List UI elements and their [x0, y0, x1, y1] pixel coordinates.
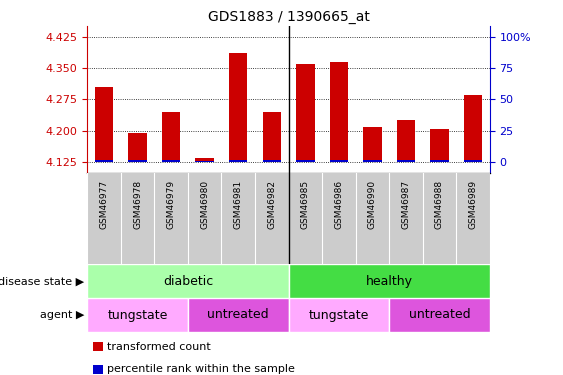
Text: disease state ▶: disease state ▶ — [0, 276, 84, 286]
Bar — [397, 120, 415, 162]
Text: GSM46981: GSM46981 — [234, 180, 243, 229]
Bar — [162, 159, 180, 162]
Bar — [464, 95, 482, 162]
Bar — [329, 62, 348, 162]
Text: GSM46985: GSM46985 — [301, 180, 310, 229]
Bar — [296, 64, 315, 162]
Text: tungstate: tungstate — [108, 309, 168, 321]
Text: GSM46979: GSM46979 — [167, 180, 176, 229]
Text: GSM46987: GSM46987 — [401, 180, 410, 229]
Text: GSM46989: GSM46989 — [468, 180, 477, 229]
Bar — [95, 87, 113, 162]
Bar — [289, 298, 389, 332]
Bar — [262, 159, 281, 162]
Bar — [195, 161, 214, 162]
Bar — [162, 112, 180, 162]
Text: GSM46986: GSM46986 — [334, 180, 343, 229]
Text: GSM46977: GSM46977 — [100, 180, 109, 229]
Text: healthy: healthy — [366, 275, 413, 288]
Text: agent ▶: agent ▶ — [40, 310, 84, 320]
Bar — [430, 159, 449, 162]
Bar — [389, 298, 490, 332]
Text: tungstate: tungstate — [309, 309, 369, 321]
Text: untreated: untreated — [207, 309, 269, 321]
Bar — [430, 129, 449, 162]
Bar — [397, 159, 415, 162]
Bar — [363, 159, 382, 162]
Bar — [296, 159, 315, 162]
Bar — [188, 298, 289, 332]
Bar — [128, 159, 147, 162]
Text: GSM46980: GSM46980 — [200, 180, 209, 229]
Bar — [329, 159, 348, 162]
Bar — [229, 159, 248, 162]
Bar — [464, 159, 482, 162]
Bar — [87, 298, 188, 332]
Bar — [229, 53, 248, 162]
Bar — [87, 264, 289, 298]
Bar — [195, 158, 214, 162]
Bar — [289, 264, 490, 298]
Bar — [128, 133, 147, 162]
Text: percentile rank within the sample: percentile rank within the sample — [107, 364, 295, 374]
Text: transformed count: transformed count — [107, 342, 211, 352]
Text: GSM46988: GSM46988 — [435, 180, 444, 229]
Text: GSM46978: GSM46978 — [133, 180, 142, 229]
Bar — [262, 112, 281, 162]
Text: GSM46982: GSM46982 — [267, 180, 276, 229]
Text: GSM46990: GSM46990 — [368, 180, 377, 229]
Bar — [363, 126, 382, 162]
Title: GDS1883 / 1390665_at: GDS1883 / 1390665_at — [208, 10, 369, 24]
Text: diabetic: diabetic — [163, 275, 213, 288]
Bar — [95, 159, 113, 162]
Text: untreated: untreated — [409, 309, 470, 321]
